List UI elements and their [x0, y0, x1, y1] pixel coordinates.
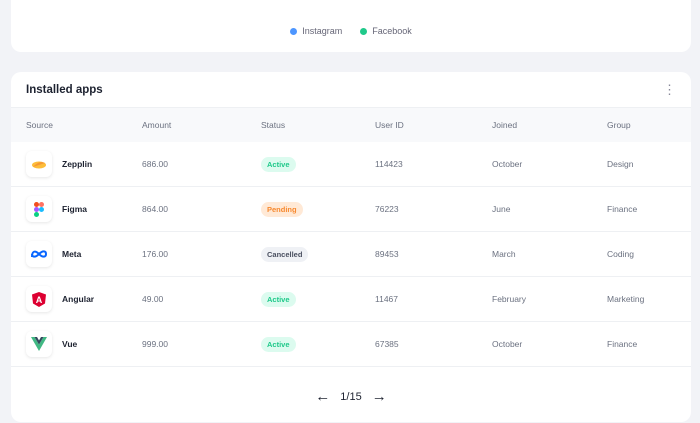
meta-logo-icon	[26, 241, 52, 267]
source-name: Angular	[62, 294, 95, 304]
status-badge: Active	[261, 292, 296, 307]
table-row[interactable]: A Angular 49.00 Active 11467 February Marketin…	[11, 277, 691, 322]
group: Marketing	[607, 294, 645, 304]
x-tick-label: Sun	[63, 0, 77, 1]
card-title: Installed apps	[26, 83, 103, 96]
group: Coding	[607, 249, 634, 259]
user-id: 114423	[375, 159, 403, 169]
legend-dot-icon	[290, 28, 298, 35]
status-badge: Active	[261, 337, 296, 352]
column-header: Joined	[492, 120, 518, 130]
column-header: Amount	[142, 120, 172, 130]
source-name: Figma	[62, 204, 88, 214]
chart-card: Sun Mon Tue Wed Thu Fri Sat Instagram Facebook	[11, 0, 691, 52]
pagination: ← 1/15 →	[11, 388, 691, 405]
joined: October	[492, 339, 523, 349]
amount: 864.00	[142, 204, 168, 214]
vue-logo-icon	[26, 331, 52, 357]
group: Finance	[607, 204, 638, 214]
x-tick-label: Mon	[164, 0, 180, 1]
figma-logo-icon	[26, 196, 52, 222]
x-tick-label: Tue	[266, 0, 280, 1]
more-options-icon[interactable]: ⋮	[663, 82, 676, 97]
source-name: Vue	[62, 339, 78, 349]
joined: March	[492, 249, 516, 259]
column-header: Source	[26, 120, 53, 130]
x-tick-label: Thu	[469, 0, 483, 1]
column-header: User ID	[375, 120, 404, 130]
joined: June	[492, 204, 511, 214]
arrow-left-icon[interactable]: ←	[315, 388, 331, 405]
status-badge: Active	[261, 157, 296, 172]
user-id: 89453	[375, 249, 399, 259]
amount: 49.00	[142, 294, 164, 304]
zeplin-logo-icon	[26, 151, 52, 177]
legend-dot-icon	[360, 28, 368, 35]
legend-item-facebook[interactable]: Facebook	[360, 26, 412, 36]
joined: February	[492, 294, 527, 304]
user-id: 11467	[375, 294, 399, 304]
page-indicator: 1/15	[340, 390, 362, 403]
joined: October	[492, 159, 523, 169]
amount: 999.00	[142, 339, 168, 349]
table-row[interactable]: Vue 999.00 Active 67385 October Finance	[11, 322, 691, 367]
table-row[interactable]: Meta 176.00 Cancelled 89453 March Coding	[11, 232, 691, 277]
legend-label: Facebook	[372, 26, 412, 36]
user-id: 76223	[375, 204, 399, 214]
angular-logo-icon: A	[26, 286, 52, 312]
table-row[interactable]: Zepplin 686.00 Active 114423 October Design	[11, 142, 691, 187]
svg-text:A: A	[36, 295, 43, 305]
group: Finance	[607, 339, 638, 349]
amount: 176.00	[142, 249, 168, 259]
x-axis-labels: Sun Mon Tue Wed Thu Fri Sat	[63, 0, 677, 1]
legend-label: Instagram	[302, 26, 343, 36]
user-id: 67385	[375, 339, 399, 349]
chart-legend: Instagram Facebook	[11, 26, 691, 36]
group: Design	[607, 159, 634, 169]
x-tick-label: Wed	[366, 0, 382, 1]
table-header: Source Amount Status User ID Joined Group	[11, 108, 691, 142]
installed-apps-card: Installed apps ⋮ Source Amount Status User …	[11, 72, 691, 422]
status-badge: Cancelled	[261, 247, 309, 262]
x-tick-label: Sat	[665, 0, 677, 1]
amount: 686.00	[142, 159, 168, 169]
x-tick-label: Fri	[569, 0, 578, 1]
table-row[interactable]: Figma 864.00 Pending 76223 June Finance	[11, 187, 691, 232]
column-header: Group	[607, 120, 631, 130]
status-badge: Pending	[261, 202, 303, 217]
source-name: Zepplin	[62, 159, 93, 169]
source-name: Meta	[62, 249, 82, 259]
legend-item-instagram[interactable]: Instagram	[290, 26, 342, 36]
column-header: Status	[261, 120, 286, 130]
arrow-right-icon[interactable]: →	[371, 388, 387, 405]
table-body: Zepplin 686.00 Active 114423 October Design Fi…	[11, 142, 691, 367]
